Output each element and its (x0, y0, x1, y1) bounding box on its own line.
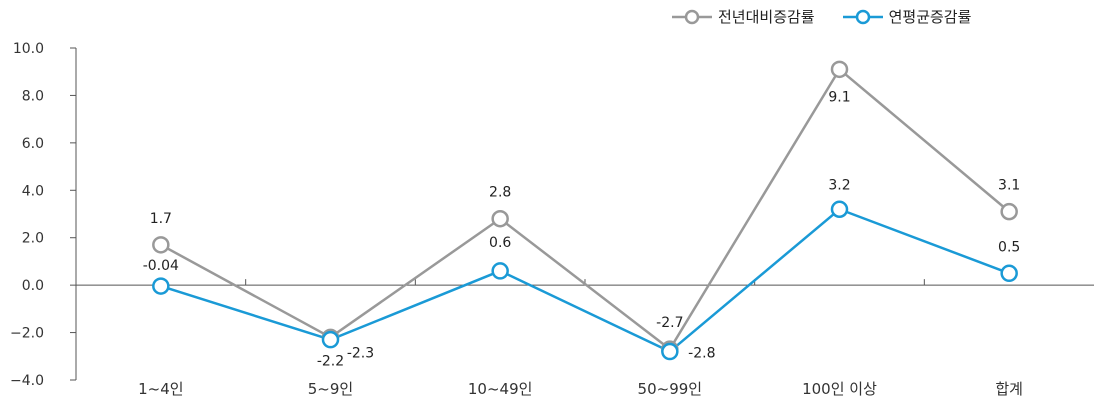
series-1-data-label: 3.1 (998, 178, 1020, 194)
legend-swatch-gray-icon (672, 9, 712, 24)
series-1-point (491, 209, 509, 228)
series-2-data-label: -2.8 (688, 346, 715, 362)
x-category-label: 10~49인 (468, 380, 533, 398)
series-2-data-label: -2.3 (347, 346, 374, 362)
legend-swatch-blue-icon (842, 9, 883, 24)
series-2-data-label: -0.04 (143, 258, 179, 274)
legend-label-series-2: 연평균증감률 (888, 8, 972, 26)
series-1-data-label: 9.1 (828, 89, 850, 105)
x-category-label: 합계 (995, 380, 1023, 398)
x-category-label: 50~99인 (638, 380, 703, 398)
x-category-label: 100인 이상 (802, 380, 877, 398)
legend-label-series-1: 전년대비증감률 (718, 8, 815, 26)
series-2-data-label: 0.6 (489, 235, 511, 251)
series-2-point (491, 262, 509, 280)
y-tick-label: 8.0 (22, 88, 44, 104)
legend-item-series-2[interactable]: 연평균증감률 (842, 6, 972, 27)
series-1-data-label: 2.8 (489, 185, 511, 201)
y-tick-label: 4.0 (22, 183, 44, 199)
y-tick-label: 6.0 (22, 136, 44, 152)
series-2-data-label: 3.2 (828, 177, 850, 193)
y-tick-label: 2.0 (22, 231, 44, 247)
legend: 전년대비증감률 연평균증감률 (672, 6, 971, 27)
series-1-point (830, 60, 849, 79)
series-1-point (1000, 202, 1018, 221)
series-2-point (1000, 264, 1018, 283)
legend-item-series-1[interactable]: 전년대비증감률 (672, 6, 815, 27)
series-line-1 (160, 67, 1010, 352)
y-tick-label: −4.0 (10, 373, 44, 389)
series-1-point (152, 236, 170, 254)
series-2-point (152, 277, 170, 295)
series-2-point (661, 342, 679, 361)
series-2-point (321, 330, 340, 349)
series-1-data-label: -2.2 (317, 353, 344, 369)
series-2-data-label: 0.5 (998, 239, 1020, 255)
series-1-data-label: -2.7 (656, 315, 683, 331)
x-category-label: 1~4인 (138, 380, 183, 398)
series-2-point (830, 200, 849, 219)
x-category-label: 5~9인 (308, 380, 353, 398)
series-line-2 (160, 207, 1010, 354)
y-tick-label: 0.0 (22, 278, 44, 294)
series-1-data-label: 1.7 (150, 211, 172, 227)
y-tick-label: 10.0 (13, 41, 44, 57)
y-tick-label: −2.0 (10, 326, 44, 342)
